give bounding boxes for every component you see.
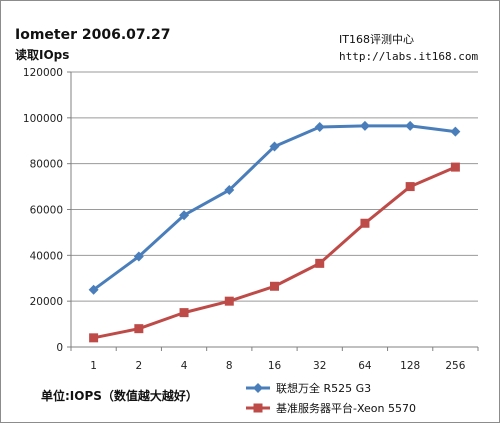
data-point [224, 185, 235, 196]
chart-title: Iometer 2006.07.27 [15, 27, 171, 43]
data-point [360, 218, 370, 228]
x-tick-label: 4 [181, 360, 188, 372]
x-tick-label: 8 [226, 360, 233, 372]
data-point [359, 120, 370, 131]
data-point [133, 251, 144, 262]
x-tick-label: 64 [358, 360, 372, 372]
y-tick-label: 100000 [23, 113, 63, 125]
x-tick-label: 2 [135, 360, 142, 372]
data-point [179, 308, 189, 318]
data-point [88, 284, 99, 295]
data-point [179, 210, 190, 221]
data-point [315, 258, 325, 268]
y-tick-label: 60000 [30, 205, 63, 217]
data-point [314, 122, 325, 132]
y-tick-label: 120000 [23, 67, 63, 79]
legend-marker [253, 403, 263, 413]
unit-note: 单位:IOPS（数值越大越好） [41, 389, 198, 403]
data-point [89, 333, 99, 343]
y-tick-label: 20000 [30, 296, 63, 308]
legend-label: 联想万全 R525 G3 [276, 381, 371, 395]
x-tick-label: 128 [400, 360, 420, 372]
data-point [450, 162, 460, 172]
series-line [93, 165, 456, 340]
data-point [134, 324, 144, 334]
legend-marker [253, 383, 263, 393]
y-tick-label: 0 [56, 342, 63, 354]
chart-subtitle: 读取IOps [15, 48, 70, 62]
x-tick-label: 256 [445, 360, 465, 372]
legend-label: 基准服务器平台-Xeon 5570 [276, 401, 416, 415]
x-tick-label: 16 [268, 360, 282, 372]
data-point [224, 296, 234, 306]
x-tick-label: 32 [313, 360, 326, 372]
x-tick-label: 1 [90, 360, 97, 372]
data-point [269, 141, 280, 152]
source-name: IT168评测中心 [339, 33, 414, 46]
data-point [405, 120, 416, 131]
data-point [270, 281, 279, 291]
data-point [450, 126, 461, 137]
data-point [405, 182, 415, 192]
y-tick-label: 40000 [30, 250, 63, 262]
y-tick-label: 80000 [30, 159, 63, 171]
source-url: http://labs.it168.com [339, 50, 479, 63]
